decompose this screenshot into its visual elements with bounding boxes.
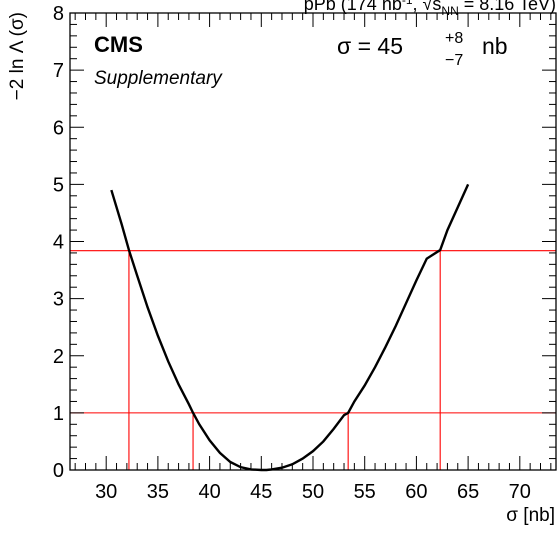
axis-ticks <box>70 12 556 471</box>
y-tick-label: 3 <box>53 289 64 311</box>
lumi-suffix: = 8.16 TeV) <box>459 0 556 14</box>
guide-lines <box>70 250 556 470</box>
cms-label: CMS <box>94 32 143 57</box>
lumi-sqrt-sign: √ <box>423 0 433 14</box>
lumi-sqrt-sub: NN <box>441 4 458 18</box>
result-unit: nb <box>482 33 508 59</box>
y-tick-label: 1 <box>53 403 64 425</box>
x-tick-labels: 30 35 40 45 50 55 60 65 70 <box>95 481 531 503</box>
x-tick-label: 30 <box>95 481 117 503</box>
x-tick-label: 40 <box>198 481 220 503</box>
x-tick-label: 45 <box>250 481 272 503</box>
result-value: σ = 45 <box>337 33 403 59</box>
x-tick-label: 50 <box>302 481 324 503</box>
y-axis-title: −2 ln Λ (σ) <box>7 12 28 100</box>
result-plus: +8 <box>445 30 463 47</box>
lumi-prefix: pPb (174 nb <box>304 0 402 14</box>
result-minus: −7 <box>445 52 463 69</box>
y-tick-label: 2 <box>53 346 64 368</box>
lumi-mid: , <box>413 0 423 14</box>
x-tick-label: 60 <box>405 481 427 503</box>
y-tick-label: 8 <box>53 3 64 25</box>
supplementary-label: Supplementary <box>94 68 223 89</box>
y-tick-label: 0 <box>53 460 64 482</box>
y-tick-label: 6 <box>53 117 64 139</box>
y-tick-label: 7 <box>53 60 64 82</box>
lumi-sup: -1 <box>402 0 413 7</box>
y-tick-label: 4 <box>53 232 64 254</box>
lumi-label: pPb (174 nb-1, √sNN = 8.16 TeV) <box>304 0 556 18</box>
y-tick-labels: 0 1 2 3 4 5 6 7 8 <box>53 3 64 482</box>
x-tick-label: 35 <box>147 481 169 503</box>
y-tick-label: 5 <box>53 174 64 196</box>
x-tick-label: 55 <box>354 481 376 503</box>
lumi-sqrt-label: s <box>432 0 441 14</box>
x-tick-label: 70 <box>509 481 531 503</box>
x-tick-label: 65 <box>457 481 479 503</box>
x-axis-title: σ [nb] <box>506 505 555 526</box>
